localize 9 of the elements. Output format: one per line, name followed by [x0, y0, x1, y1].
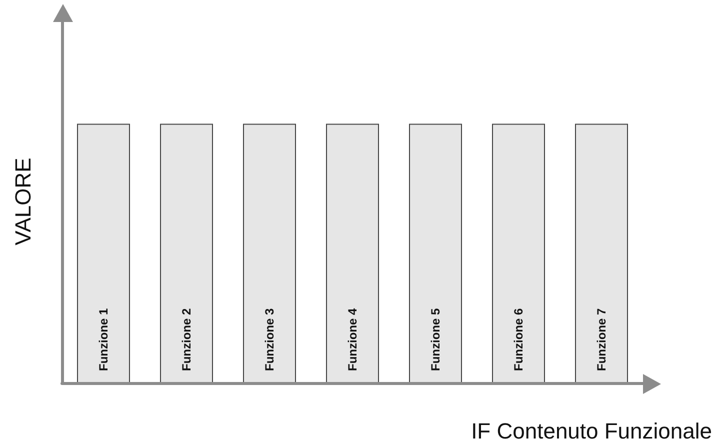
x-tick-label: Funzione 7: [594, 308, 608, 371]
x-axis-title: IF Contenuto Funzionale: [471, 418, 712, 444]
x-tick-label: Funzione 5: [428, 308, 442, 371]
x-tick-label: Funzione 4: [346, 308, 360, 371]
x-tick-label: Funzione 6: [512, 308, 526, 371]
x-tick-label: Funzione 2: [180, 308, 194, 371]
x-tick-label: Funzione 3: [262, 308, 276, 371]
y-axis-title: VALORE: [10, 158, 36, 246]
x-tick-label: Funzione 1: [96, 308, 110, 371]
